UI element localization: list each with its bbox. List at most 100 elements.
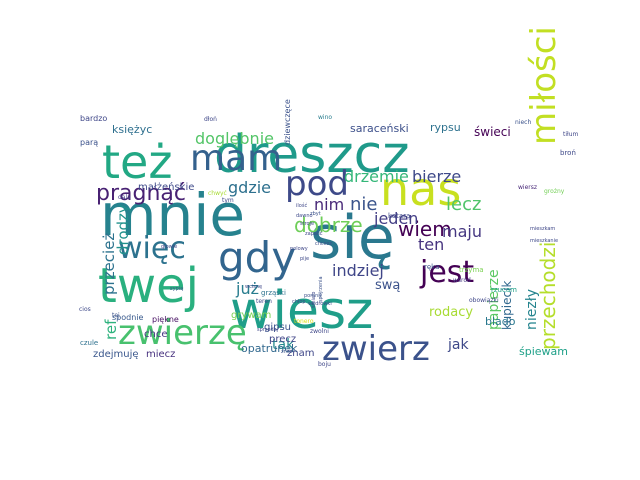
word-92: stroje xyxy=(300,221,314,227)
word-59: czule xyxy=(80,339,98,347)
word-93: zapalić xyxy=(305,230,323,237)
word-69: wśród xyxy=(453,277,471,284)
word-25: indziej xyxy=(332,261,384,280)
word-27: bierze xyxy=(412,167,461,186)
word-71: obowiązki xyxy=(469,297,499,304)
word-36: swą xyxy=(375,278,400,293)
word-66: dłoń xyxy=(204,116,217,123)
word-98: wcisnę xyxy=(245,284,262,290)
word-51: chce xyxy=(144,329,168,340)
word-72: kotarą xyxy=(388,212,410,220)
word-42: tak xyxy=(272,337,295,353)
word-43: jak xyxy=(447,337,469,353)
word-76: tym xyxy=(222,197,234,204)
word-2: mnie xyxy=(100,181,245,249)
word-40: drodzy xyxy=(114,204,132,255)
word-103: znoś xyxy=(281,348,293,355)
word-94: chcesz xyxy=(315,241,332,247)
word-56: małżeńskie xyxy=(138,181,194,193)
word-9: mam xyxy=(190,138,282,179)
word-89: ilość xyxy=(296,202,307,209)
word-22: jeden xyxy=(373,209,418,228)
word-15: więc xyxy=(118,231,186,266)
word-44: niezły xyxy=(524,289,540,330)
word-67: ręka xyxy=(424,263,439,271)
word-16: pragnąć xyxy=(96,181,186,206)
word-45: blado xyxy=(485,315,516,328)
word-90: dawno xyxy=(296,213,313,219)
word-99: chłop xyxy=(292,299,306,305)
word-7: miłości xyxy=(524,26,564,145)
word-41: ref xyxy=(102,319,120,340)
word-81: dziewczęce xyxy=(283,99,292,145)
word-49: zdejmuję xyxy=(93,349,139,360)
word-78: cios xyxy=(79,306,91,313)
word-64: niech xyxy=(515,119,531,126)
word-84: wiersz xyxy=(518,184,537,191)
word-82: mieszkam xyxy=(530,226,555,232)
word-24: ten xyxy=(418,235,444,254)
word-83: mieszkanie xyxy=(530,238,558,244)
word-87: śmiało xyxy=(310,292,317,308)
word-73: grząski xyxy=(261,289,286,297)
word-1: się xyxy=(310,203,395,273)
word-33: świeci xyxy=(474,125,511,139)
word-10: też xyxy=(102,135,172,189)
word-55: grywam xyxy=(231,310,271,321)
word-61: piękne xyxy=(152,315,179,324)
word-17: dobrze xyxy=(294,213,363,237)
word-21: maju xyxy=(442,222,482,241)
word-52: znam xyxy=(287,348,314,359)
word-100: pomnij xyxy=(304,293,321,299)
word-29: doglębnie xyxy=(195,129,274,148)
word-50: miecz xyxy=(146,349,175,360)
word-47: kupiecik xyxy=(500,281,514,330)
word-70: rzucam xyxy=(491,286,517,294)
word-104: sprzedaj xyxy=(257,327,278,333)
word-74: tonero xyxy=(294,318,314,325)
word-37: rodacy xyxy=(429,305,473,320)
word-102: teren xyxy=(256,298,272,305)
word-57: bardzo xyxy=(80,114,107,123)
word-80: boju xyxy=(318,361,331,368)
word-30: księżyc xyxy=(112,123,152,136)
word-97: sypią xyxy=(170,286,183,292)
word-18: nie xyxy=(350,194,377,215)
word-88: spojrzenia xyxy=(318,276,324,302)
word-19: wiem xyxy=(398,217,452,241)
word-63: broń xyxy=(560,149,576,157)
word-75: dala xyxy=(118,194,131,201)
word-3: wiesz xyxy=(230,281,373,341)
word-4: twej xyxy=(98,258,199,314)
word-96: pije xyxy=(300,256,309,262)
word-12: jest xyxy=(419,255,474,290)
word-39: przecież xyxy=(100,233,118,295)
word-28: gdzie xyxy=(228,178,271,197)
word-8: gdy xyxy=(218,233,296,282)
word-13: zwierz xyxy=(322,329,430,369)
word-26: drzemie xyxy=(344,167,409,186)
word-32: rypsu xyxy=(430,121,461,134)
word-60: spodnie xyxy=(112,313,144,322)
word-46: śpiewam xyxy=(519,345,568,358)
word-5: dreszcz xyxy=(214,125,410,185)
word-14: zwierzę xyxy=(118,313,247,353)
word-85: grożny xyxy=(544,188,565,195)
word-77: chwyć xyxy=(208,190,227,197)
word-58: parą xyxy=(80,138,98,147)
word-35: już xyxy=(235,279,259,298)
word-105: wędrówki xyxy=(308,300,332,307)
word-91: zbyt xyxy=(310,211,321,217)
word-48: opatrunek xyxy=(241,342,298,355)
word-62: tiłum xyxy=(563,131,579,138)
word-54: gipsu xyxy=(264,322,291,333)
word-86: głowie xyxy=(161,244,177,250)
word-38: papierze xyxy=(486,269,502,330)
word-65: wino xyxy=(318,114,332,121)
word-101: zwolni xyxy=(310,328,329,335)
word-34: nim xyxy=(314,195,344,214)
word-79: tej xyxy=(112,312,120,319)
word-31: saraceński xyxy=(350,122,409,135)
word-20: przechodzi xyxy=(536,242,560,350)
